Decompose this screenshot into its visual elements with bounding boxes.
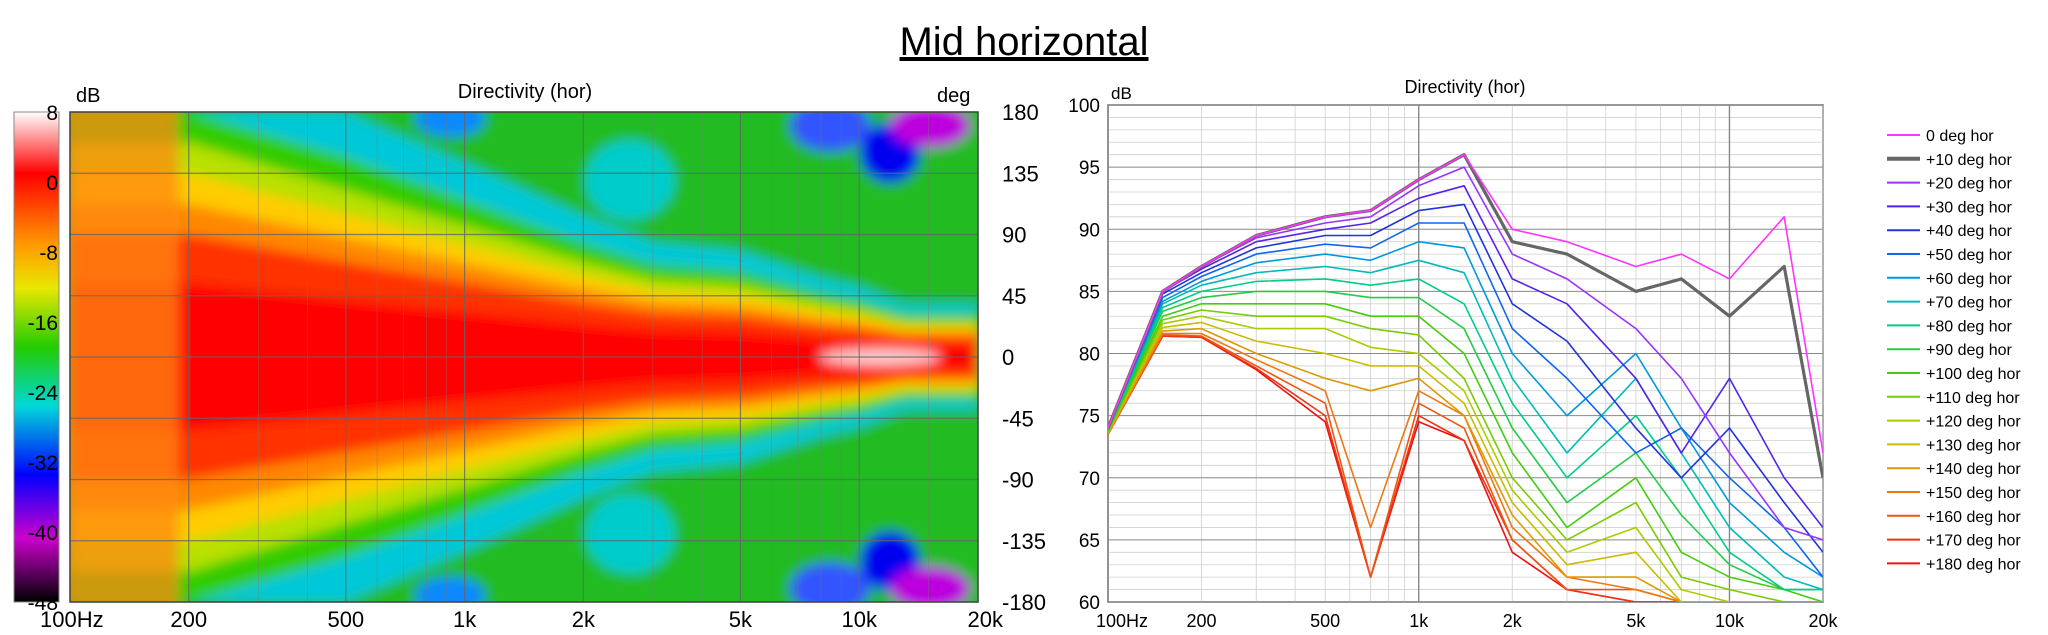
heatmap-y-unit-label: deg <box>937 85 970 107</box>
legend-label: +150 deg hor <box>1926 485 2021 502</box>
line-x-tick-label: 2k <box>1503 611 1523 631</box>
heatmap-blob <box>890 566 970 602</box>
colorbar <box>13 111 60 603</box>
line-chart-y-unit-label: dB <box>1111 84 1132 103</box>
colorbar-tick-label: -16 <box>28 312 58 335</box>
heatmap-y-tick-label: 180 <box>1002 100 1039 125</box>
line-x-tick-label: 500 <box>1310 611 1340 631</box>
legend-label: +130 deg hor <box>1926 437 2021 454</box>
line-x-tick-label: 20k <box>1808 611 1838 631</box>
colorbar-tick-label: 8 <box>46 102 58 125</box>
series-line <box>1108 278 1823 591</box>
series-line <box>1108 185 1823 528</box>
line-x-tick-label: 5k <box>1626 611 1646 631</box>
series-line <box>1108 203 1823 553</box>
heatmap-blob <box>790 562 870 602</box>
series-line <box>1108 315 1823 602</box>
page-title: Mid horizontal <box>899 20 1149 64</box>
legend-label: +40 deg hor <box>1926 223 2013 240</box>
heatmap-y-tick-label: -45 <box>1002 406 1034 431</box>
line-y-tick-label: 85 <box>1079 282 1100 303</box>
legend-label: +20 deg hor <box>1926 176 2013 193</box>
series-line <box>1108 327 1823 602</box>
heatmap-plot-frame <box>69 111 979 603</box>
series-line <box>1108 240 1823 578</box>
legend-label: +160 deg hor <box>1926 509 2021 526</box>
line-y-tick-label: 75 <box>1079 407 1100 428</box>
heatmap-y-tick-label: 45 <box>1002 284 1026 309</box>
heatmap-blob <box>415 577 485 602</box>
heatmap-x-tick-label: 100Hz <box>40 607 104 632</box>
series-line <box>1108 335 1823 602</box>
colorbar-tick-label: -32 <box>28 452 58 475</box>
legend-label: +10 deg hor <box>1926 152 2013 169</box>
legend: 0 deg hor +10 deg hor +20 deg hor +30 deg h… <box>1887 128 2021 573</box>
heatmap-x-tick-label: 5k <box>729 607 753 632</box>
legend-label: +50 deg hor <box>1926 247 2013 264</box>
heatmap-x-tick-label: 20k <box>968 607 1004 632</box>
line-y-tick-label: 60 <box>1079 593 1100 614</box>
colorbar-tick-label: 0 <box>46 172 58 195</box>
legend-label: +60 deg hor <box>1926 271 2013 288</box>
colorbar-tick-label: -24 <box>28 382 59 405</box>
directivity-heatmap: Directivity (hor) dB deg 8 0 -8 -16 -24 -32 -4… <box>13 81 1046 632</box>
legend-label: +80 deg hor <box>1926 318 2013 335</box>
line-y-tick-label: 100 <box>1068 96 1100 117</box>
heatmap-x-tick-label: 1k <box>453 607 477 632</box>
series-line <box>1108 259 1823 591</box>
line-y-tick-label: 80 <box>1079 345 1100 366</box>
series-line <box>1108 321 1823 602</box>
line-chart-title: Directivity (hor) <box>1404 77 1525 97</box>
series-line <box>1108 302 1823 602</box>
legend-label: +110 deg hor <box>1926 390 2020 407</box>
heatmap-y-tick-label: 135 <box>1002 161 1039 186</box>
heatmap-blob <box>890 112 970 148</box>
line-x-tick-label: 1k <box>1409 611 1429 631</box>
legend-label: +140 deg hor <box>1926 461 2021 478</box>
heatmap-blob <box>585 140 675 221</box>
line-x-tick-label: 10k <box>1715 611 1745 631</box>
series-line <box>1108 153 1823 454</box>
heatmap-x-tick-label: 500 <box>327 607 364 632</box>
heatmap-y-tick-label: 0 <box>1002 345 1014 370</box>
legend-label: +30 deg hor <box>1926 199 2013 216</box>
heatmap-blob <box>585 493 675 574</box>
heatmap-x-tick-label: 200 <box>170 607 207 632</box>
line-y-tick-label: 65 <box>1079 531 1100 552</box>
series-line <box>1108 222 1823 578</box>
heatmap-x-tick-label: 2k <box>572 607 596 632</box>
heatmap-blob <box>415 112 485 137</box>
line-y-tick-label: 90 <box>1079 220 1100 241</box>
legend-label: 0 deg hor <box>1926 128 1994 145</box>
heatmap-title: Directivity (hor) <box>458 81 592 103</box>
heatmap-y-tick-label: -90 <box>1002 468 1034 493</box>
legend-label: +90 deg hor <box>1926 342 2013 359</box>
series-line <box>1108 334 1823 602</box>
colorbar-unit-label: dB <box>76 85 100 107</box>
series-line <box>1108 290 1823 591</box>
heatmap-y-tick-label: -180 <box>1002 590 1046 615</box>
directivity-line-chart: Directivity (hor) dB 100Hz 200 500 1k 2k 5k 10… <box>1068 77 2021 631</box>
series-line <box>1108 309 1823 602</box>
legend-label: +100 deg hor <box>1926 366 2021 383</box>
heatmap-y-tick-label: -135 <box>1002 529 1046 554</box>
legend-label: +120 deg hor <box>1926 414 2021 431</box>
line-x-tick-label: 200 <box>1187 611 1217 631</box>
legend-label: +170 deg hor <box>1926 533 2021 550</box>
line-x-tick-label: 100Hz <box>1096 611 1148 631</box>
heatmap-blob <box>790 112 870 152</box>
colorbar-tick-label: -8 <box>39 242 58 265</box>
line-y-tick-label: 70 <box>1079 469 1100 490</box>
heatmap-y-tick-label: 90 <box>1002 223 1026 248</box>
legend-label: +180 deg hor <box>1926 556 2021 573</box>
line-y-tick-label: 95 <box>1079 158 1100 179</box>
colorbar-tick-label: -48 <box>28 592 58 615</box>
heatmap-x-tick-label: 10k <box>841 607 877 632</box>
legend-label: +70 deg hor <box>1926 295 2013 312</box>
colorbar-tick-label: -40 <box>28 522 58 545</box>
